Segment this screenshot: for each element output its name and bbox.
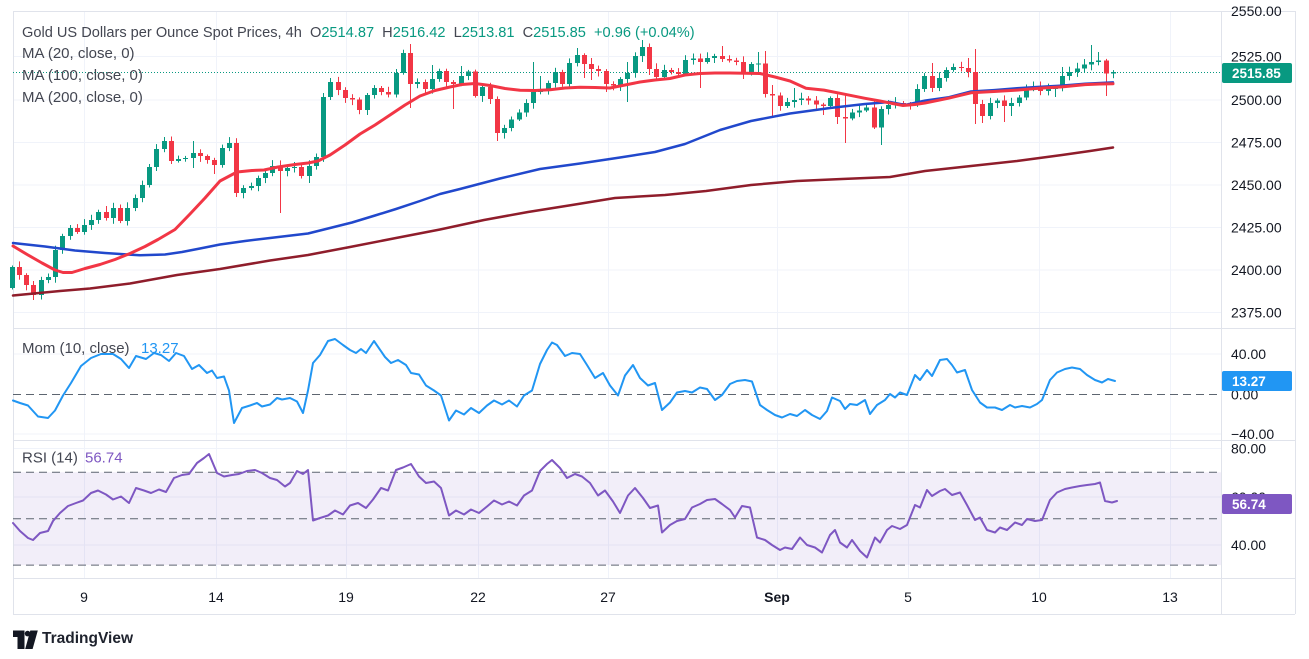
svg-text:TradingView: TradingView bbox=[42, 630, 134, 647]
svg-text:10: 10 bbox=[1031, 589, 1047, 605]
svg-text:13.27: 13.27 bbox=[1232, 374, 1266, 389]
svg-text:Gold US Dollars per Ounce Spot: Gold US Dollars per Ounce Spot Prices, 4… bbox=[22, 25, 695, 41]
svg-text:2500.00: 2500.00 bbox=[1231, 92, 1282, 108]
svg-text:2400.00: 2400.00 bbox=[1231, 262, 1282, 278]
svg-text:Mom (10, close)13.27: Mom (10, close) 13.27 bbox=[22, 340, 179, 357]
svg-text:40.00: 40.00 bbox=[1231, 537, 1266, 553]
svg-text:80.00: 80.00 bbox=[1231, 441, 1266, 457]
svg-text:2475.00: 2475.00 bbox=[1231, 135, 1282, 151]
svg-text:2515.85: 2515.85 bbox=[1232, 66, 1281, 81]
svg-text:5: 5 bbox=[904, 589, 912, 605]
svg-text:MA (20, close, 0): MA (20, close, 0) bbox=[22, 45, 135, 62]
svg-text:MA (100, close, 0): MA (100, close, 0) bbox=[22, 67, 143, 84]
svg-text:RSI (14)56.74: RSI (14) 56.74 bbox=[22, 450, 123, 467]
svg-text:2525.00: 2525.00 bbox=[1231, 49, 1282, 65]
svg-text:19: 19 bbox=[338, 589, 354, 605]
svg-text:2550.00: 2550.00 bbox=[1231, 3, 1282, 19]
svg-text:27: 27 bbox=[600, 589, 616, 605]
svg-text:−40.00: −40.00 bbox=[1231, 426, 1274, 442]
svg-text:14: 14 bbox=[208, 589, 224, 605]
svg-text:9: 9 bbox=[80, 589, 88, 605]
svg-text:40.00: 40.00 bbox=[1231, 346, 1266, 362]
svg-text:56.74: 56.74 bbox=[1232, 497, 1266, 512]
svg-text:MA (200, close, 0): MA (200, close, 0) bbox=[22, 89, 143, 106]
svg-text:2450.00: 2450.00 bbox=[1231, 177, 1282, 193]
svg-text:Sep: Sep bbox=[764, 589, 790, 605]
svg-text:13: 13 bbox=[1162, 589, 1178, 605]
svg-text:22: 22 bbox=[470, 589, 486, 605]
svg-text:2425.00: 2425.00 bbox=[1231, 220, 1282, 236]
svg-text:2375.00: 2375.00 bbox=[1231, 305, 1282, 321]
